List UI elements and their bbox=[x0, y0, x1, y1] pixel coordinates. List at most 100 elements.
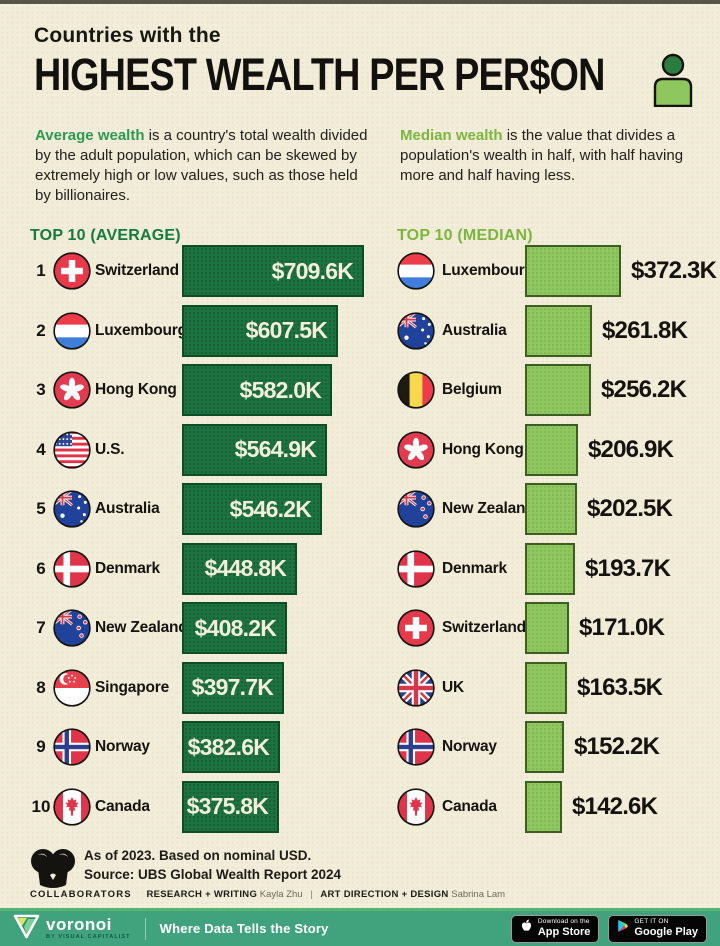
bar: $382.6K bbox=[182, 721, 280, 773]
table-row: 5 Australia $546.2K bbox=[30, 483, 378, 535]
table-row: 2 Luxembourg $607.5K bbox=[30, 304, 378, 357]
voronoi-brand: voronoi BY VISUAL CAPITALIST bbox=[13, 914, 131, 944]
bar: $397.7K bbox=[182, 661, 284, 714]
table-row: Luxembourg $372.3K bbox=[397, 245, 720, 297]
google-play-icon bbox=[617, 919, 629, 938]
chart-median-rows: Luxembourg $372.3K Australia $261.8K Belgi… bbox=[397, 245, 720, 833]
country-label: U.S. bbox=[95, 440, 125, 458]
google-play-badge[interactable]: GET IT ON Google Play bbox=[608, 914, 707, 943]
rank-label: 8 bbox=[36, 677, 46, 697]
average-wealth-term: Average wealth bbox=[35, 127, 145, 144]
value-label: $261.8K bbox=[602, 316, 688, 344]
median-wealth-definition: Median wealth is the value that divides … bbox=[400, 126, 700, 186]
value-label: $607.5K bbox=[245, 317, 328, 343]
bar: $564.9K bbox=[182, 423, 327, 476]
bar: $607.5K bbox=[182, 304, 338, 357]
top-edge-strip bbox=[0, 0, 720, 4]
google-play-badge-line2: Google Play bbox=[634, 925, 698, 938]
bar bbox=[525, 245, 621, 297]
source-notes: As of 2023. Based on nominal USD. Source… bbox=[84, 846, 341, 884]
chart-average-title: TOP 10 (AVERAGE) bbox=[30, 227, 181, 244]
chart-median-title: TOP 10 (MEDIAN) bbox=[397, 227, 533, 244]
bar bbox=[525, 602, 569, 654]
rank-label: 4 bbox=[36, 439, 46, 459]
country-label: New Zealand bbox=[442, 500, 535, 517]
country-label: Australia bbox=[95, 500, 160, 517]
value-label: $171.0K bbox=[579, 614, 665, 641]
table-row: 8 Singapore $397.7K bbox=[30, 661, 378, 714]
collab-name-1: Kayla Zhu bbox=[259, 889, 303, 900]
flag-canada-icon bbox=[53, 787, 91, 826]
collab-role-1: RESEARCH + WRITING bbox=[146, 889, 258, 900]
table-row: 1 Switzerland $709.6K bbox=[30, 245, 378, 297]
table-row: Canada $142.6K bbox=[397, 780, 720, 833]
value-label: $397.7K bbox=[191, 674, 274, 700]
average-wealth-text: is a country's total wealth divided by t… bbox=[35, 127, 368, 204]
value-label: $202.5K bbox=[587, 495, 673, 522]
country-label: Belgium bbox=[442, 381, 502, 398]
brand-tagline: Where Data Tells the Story bbox=[159, 921, 329, 936]
bottom-brand-bar: voronoi BY VISUAL CAPITALIST Where Data … bbox=[0, 908, 720, 946]
value-label: $372.3K bbox=[631, 257, 717, 284]
google-play-badge-line1: GET IT ON bbox=[634, 918, 669, 926]
voronoi-byline: BY VISUAL CAPITALIST bbox=[46, 934, 131, 941]
country-label: Switzerland bbox=[95, 262, 179, 279]
app-store-badge-line1: Download on the bbox=[537, 918, 590, 926]
country-label: UK bbox=[442, 678, 464, 696]
flag-canada-icon bbox=[397, 787, 435, 826]
rank-label: 9 bbox=[36, 737, 46, 756]
page-subtitle: Countries with the bbox=[34, 24, 221, 47]
collab-role-2: ART DIRECTION + DESIGN bbox=[320, 889, 449, 900]
value-label: $382.6K bbox=[187, 733, 270, 760]
median-wealth-text: is the value that divides a population's… bbox=[400, 127, 684, 184]
chart-average-rows: 1 Switzerland $709.6K 2 Luxembourg $607.5K 3… bbox=[30, 245, 378, 833]
flag-us-icon bbox=[53, 430, 91, 469]
bar bbox=[525, 304, 592, 357]
bar: $582.0K bbox=[182, 364, 332, 416]
value-label: $375.8K bbox=[186, 793, 269, 819]
apple-icon bbox=[520, 919, 533, 939]
bar bbox=[525, 483, 577, 535]
flag-singapore-icon bbox=[53, 668, 91, 707]
chart-median: TOP 10 (MEDIAN) Luxembourg $372.3K Austra… bbox=[397, 227, 720, 840]
rank-label: 5 bbox=[36, 499, 46, 518]
note-asof: As of 2023. Based on nominal USD. bbox=[84, 848, 312, 863]
table-row: Australia $261.8K bbox=[397, 304, 720, 357]
rank-label: 3 bbox=[36, 380, 46, 399]
value-label: $163.5K bbox=[577, 673, 663, 701]
bottombar-divider bbox=[144, 917, 146, 940]
flag-switzerland-icon bbox=[397, 609, 435, 647]
table-row: 3 Hong Kong $582.0K bbox=[30, 364, 378, 416]
app-store-badge[interactable]: Download on the App Store bbox=[510, 914, 600, 943]
flag-norway-icon bbox=[397, 728, 435, 766]
table-row: UK $163.5K bbox=[397, 661, 720, 714]
page-title: HIGHEST WEALTH PER PER$ON bbox=[34, 49, 605, 100]
bar bbox=[525, 542, 575, 595]
country-label: Denmark bbox=[442, 559, 507, 577]
median-wealth-term: Median wealth bbox=[400, 127, 503, 144]
value-label: $448.8K bbox=[204, 555, 287, 581]
flag-norway-icon bbox=[53, 728, 91, 766]
table-row: Norway $152.2K bbox=[397, 721, 720, 773]
value-label: $564.9K bbox=[234, 436, 317, 462]
country-label: New Zealand bbox=[95, 619, 188, 636]
bar bbox=[525, 423, 578, 476]
flag-new-zealand-icon bbox=[397, 490, 435, 528]
value-label: $546.2K bbox=[229, 495, 312, 522]
country-label: Hong Kong bbox=[95, 381, 177, 398]
collaborators-line: COLLABORATORS RESEARCH + WRITING Kayla Z… bbox=[30, 889, 505, 900]
flag-belgium-icon bbox=[397, 371, 435, 409]
country-label: Norway bbox=[442, 738, 497, 755]
flag-luxembourg-icon bbox=[397, 252, 435, 290]
bar: $448.8K bbox=[182, 542, 297, 595]
table-row: 4 U.S. $564.9K bbox=[30, 423, 378, 476]
country-label: Hong Kong bbox=[442, 440, 524, 458]
app-store-badge-line2: App Store bbox=[537, 925, 591, 938]
value-label: $256.2K bbox=[601, 376, 687, 403]
collab-separator: | bbox=[310, 889, 313, 900]
table-row: Denmark $193.7K bbox=[397, 542, 720, 595]
bar: $709.6K bbox=[182, 245, 364, 297]
bar bbox=[525, 364, 591, 416]
table-row: 7 New Zealand $408.2K bbox=[30, 602, 378, 654]
